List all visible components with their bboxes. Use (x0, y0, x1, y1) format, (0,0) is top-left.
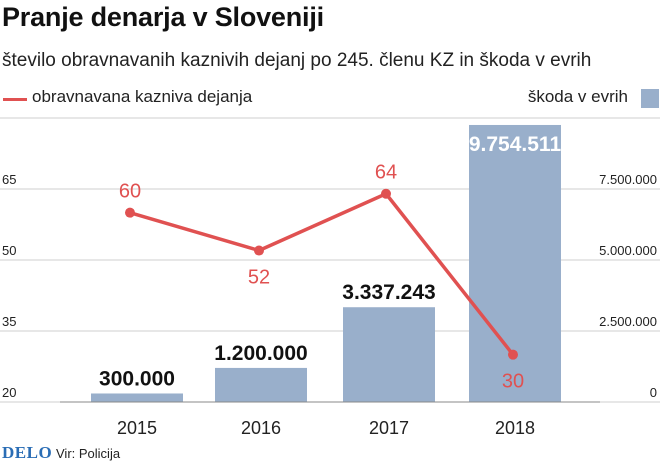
bar-value-label: 300.000 (99, 367, 175, 390)
line-value-label: 52 (248, 267, 270, 289)
bar-value-label: 9.754.511 (469, 133, 562, 156)
bar-skoda (91, 393, 183, 402)
bar-skoda (469, 124, 561, 402)
bar-value-label: 1.200.000 (214, 342, 307, 365)
line-point (381, 188, 391, 199)
source-note: Vir: Policija (56, 446, 121, 461)
x-axis-tick-label: 2017 (369, 418, 409, 438)
left-axis-tick-label: 65 (2, 172, 16, 187)
line-value-label: 60 (119, 181, 141, 203)
legend-line-marker (3, 98, 27, 101)
line-point (508, 349, 518, 360)
x-axis-tick-label: 2018 (495, 418, 535, 438)
right-axis-tick-label: 5.000.000 (599, 243, 657, 258)
bar-skoda (343, 307, 435, 402)
line-point (254, 245, 264, 256)
line-value-label: 64 (375, 162, 397, 184)
chart-subtitle: število obravnavanih kaznivih dejanj po … (2, 50, 592, 71)
bar-skoda (215, 367, 307, 402)
bar-value-label: 3.337.243 (342, 281, 435, 304)
line-value-label: 30 (502, 371, 524, 393)
line-kazniva-dejanja (129, 191, 515, 356)
legend-bar-label: škoda v evrih (527, 87, 628, 106)
chart-title: Pranje denarja v Sloveniji (2, 2, 324, 32)
left-axis-tick-label: 20 (2, 385, 16, 400)
right-axis-tick-label: 0 (650, 385, 657, 400)
delo-logo: DELO (2, 443, 53, 462)
legend-bar-swatch (641, 89, 659, 108)
right-axis-tick-label: 2.500.000 (599, 314, 657, 329)
left-axis-tick-label: 35 (2, 314, 16, 329)
x-axis-tick-label: 2016 (241, 418, 281, 438)
left-axis-tick-label: 50 (2, 243, 16, 258)
legend-line-label: obravnavana kazniva dejanja (32, 87, 253, 106)
x-axis-tick-label: 2015 (117, 418, 157, 438)
line-point (125, 207, 135, 218)
right-axis-tick-label: 7.500.000 (599, 172, 657, 187)
